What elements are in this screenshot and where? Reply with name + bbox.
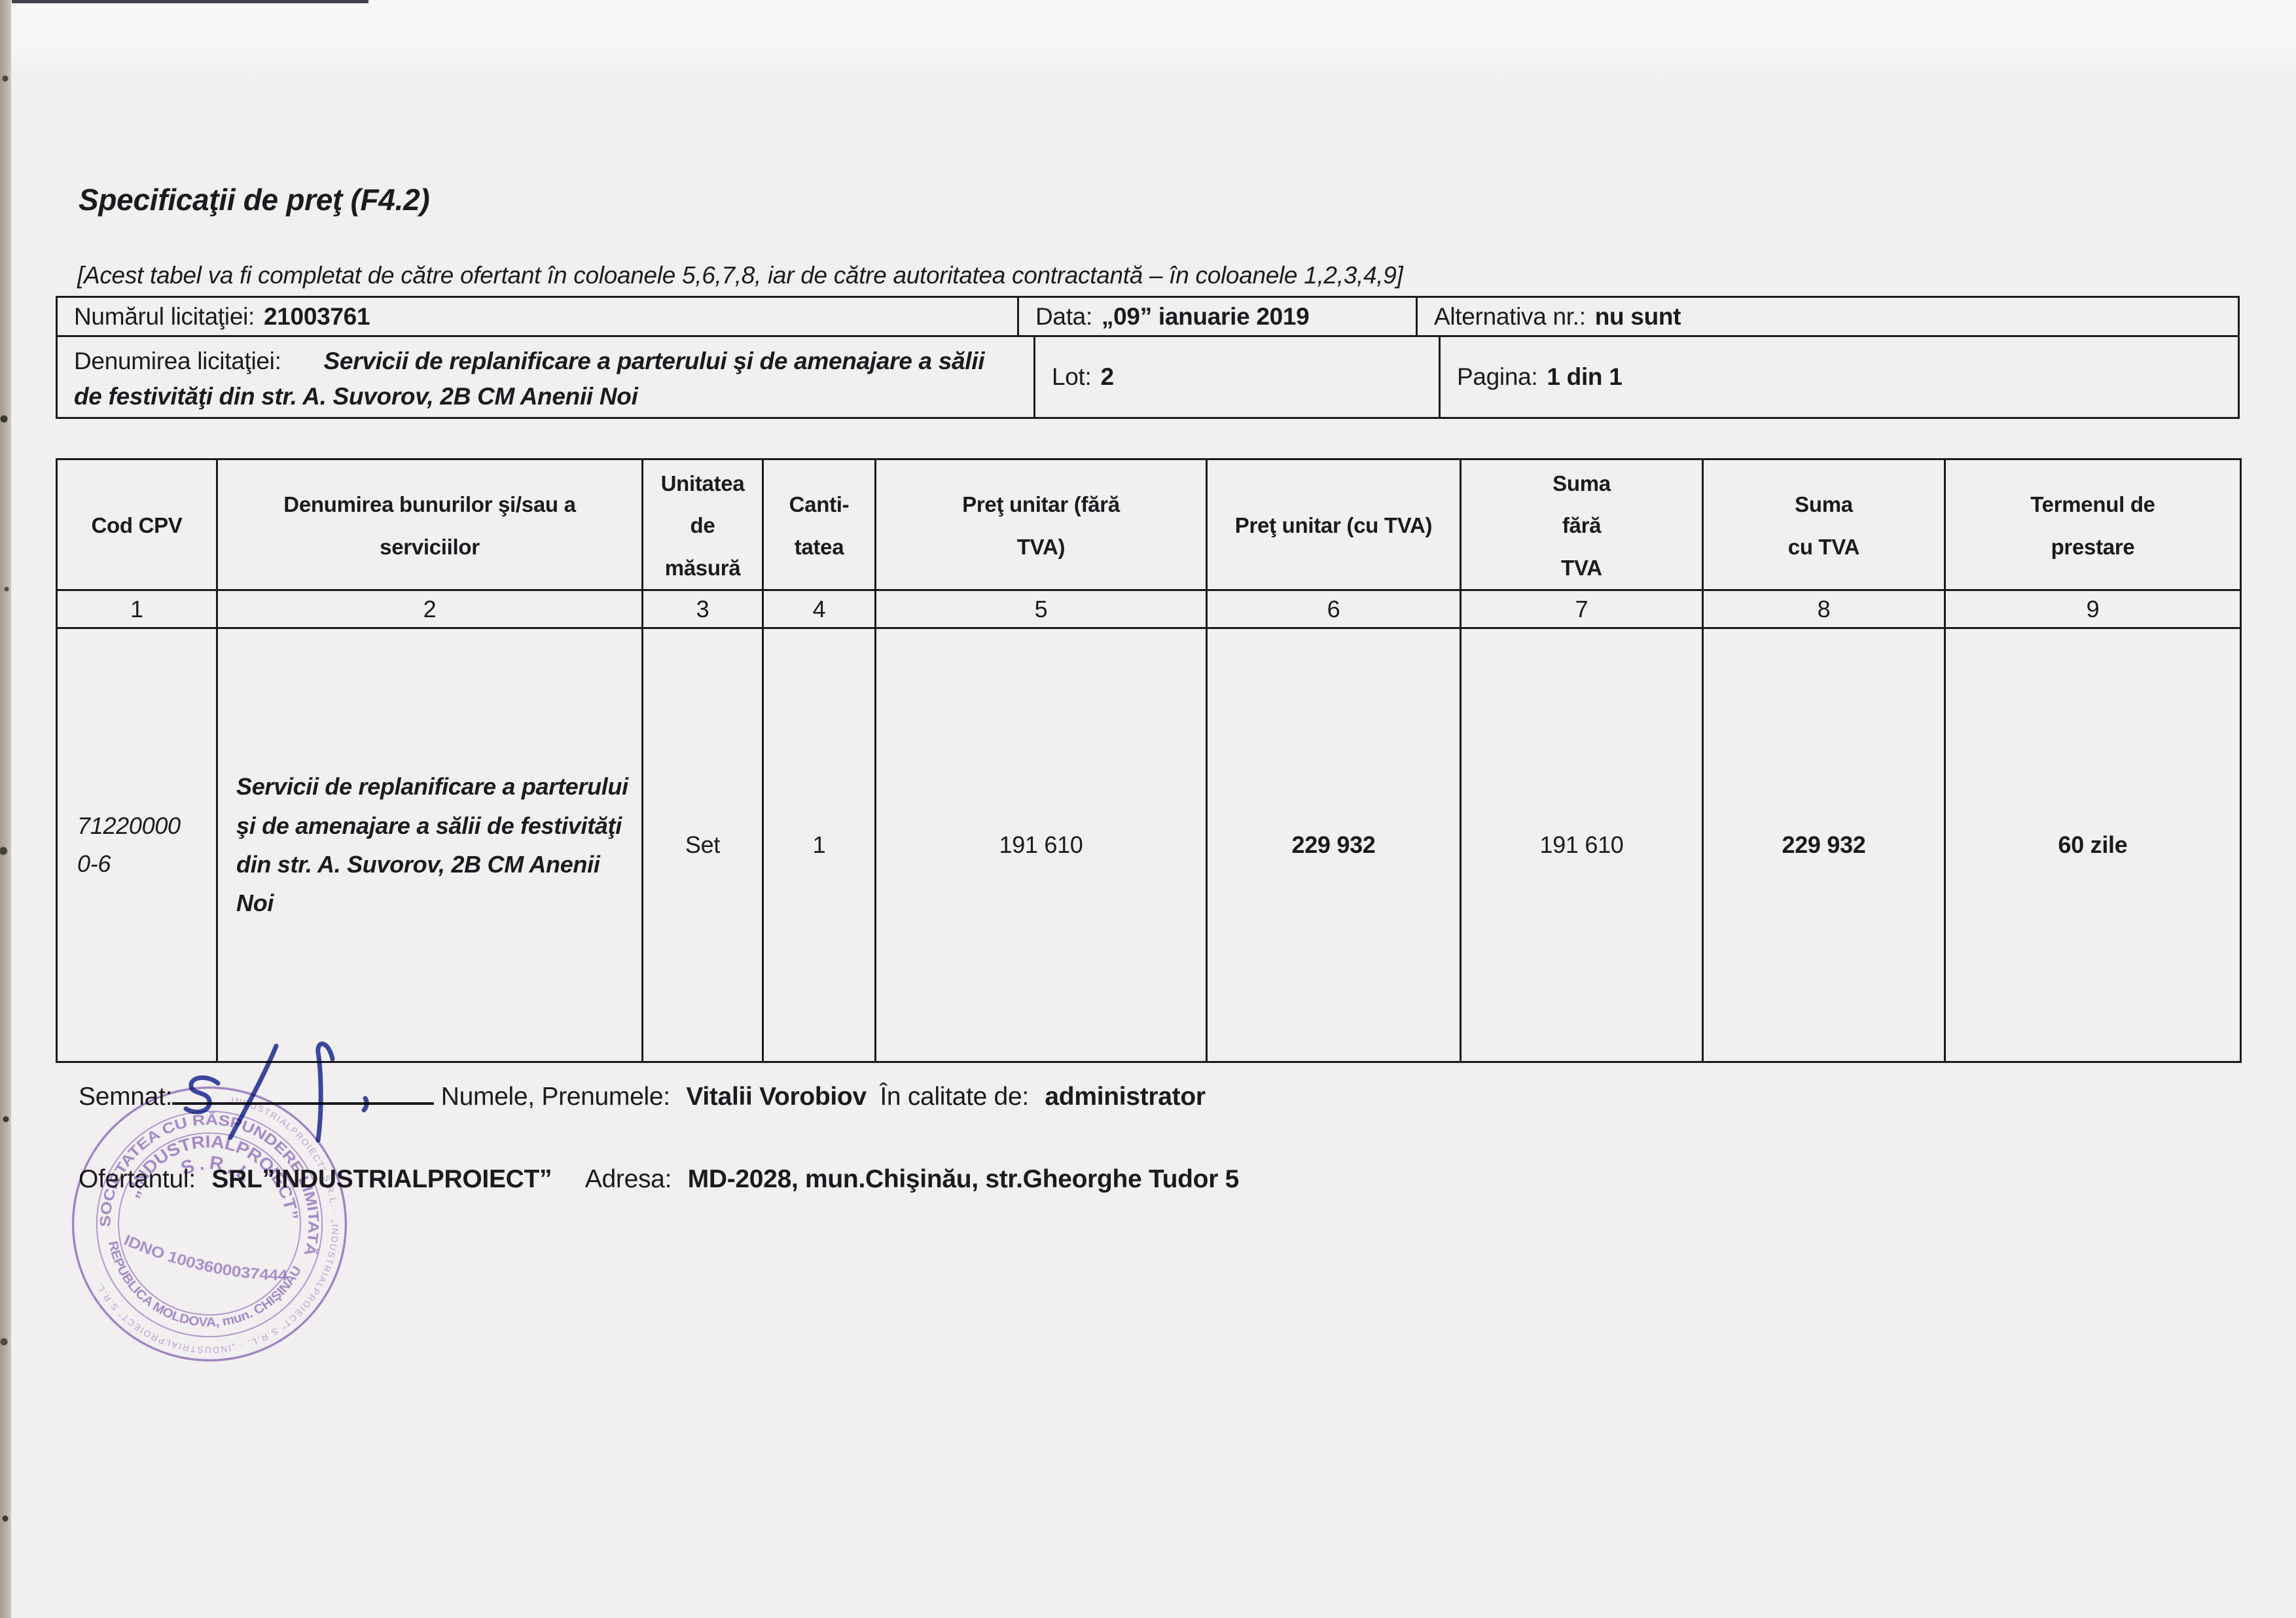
tender-name-label: Denumirea licitaţiei: bbox=[74, 348, 281, 374]
signature-stroke-loop bbox=[183, 1075, 221, 1115]
company-stamp: „INDUSTRIALPROIECT” S.R.L. · „INDUSTRIAL… bbox=[71, 1079, 357, 1372]
address-value: MD-2028, mun.Chişinău, str.Gheorghe Tudo… bbox=[687, 1165, 1240, 1193]
name-value: Vitalii Vorobiov bbox=[686, 1083, 867, 1111]
page-number-label: Pagina: bbox=[1457, 363, 1538, 390]
col-num-4: 4 bbox=[762, 589, 876, 630]
page-number-cell: Pagina: 1 din 1 bbox=[1439, 337, 2242, 417]
total-no-vat-cell: 191 610 bbox=[1460, 627, 1704, 1064]
col-num-3: 3 bbox=[641, 589, 764, 630]
cpv-code-cell: 712200000-6 bbox=[56, 627, 218, 1064]
table-data-row: 712200000-6 Servicii de replanificare a … bbox=[56, 627, 2242, 1064]
col-num-5: 5 bbox=[874, 589, 1208, 630]
total-vat-cell: 229 932 bbox=[1702, 627, 1946, 1064]
tender-info-table: Numărul licitaţiei: 21003761 Data: „09” … bbox=[56, 296, 2240, 419]
tender-name-cell: Denumirea licitaţiei: Servicii de replan… bbox=[58, 337, 1033, 417]
unit-price-no-vat-cell: 191 610 bbox=[874, 627, 1208, 1064]
tender-number-cell: Numărul licitaţiei: 21003761 bbox=[58, 298, 1017, 335]
offeror-value: SRL”INDUSTRIALPROIECT” bbox=[211, 1165, 552, 1193]
header-cod-cpv: Cod CPV bbox=[56, 458, 218, 592]
capacity-label: În calitate de: bbox=[880, 1083, 1029, 1111]
scanner-edge-strip bbox=[0, 0, 11, 1618]
signature-line: Semnat: Numele, Prenumele: Vitalii Vorob… bbox=[79, 1080, 1206, 1115]
offeror-line: Ofertantul: SRL”INDUSTRIALPROIECT” Adres… bbox=[79, 1165, 1239, 1194]
unit-price-vat-cell: 229 932 bbox=[1206, 627, 1462, 1064]
header-pret-fara-tva: Preţ unitar (fără TVA) bbox=[874, 458, 1208, 592]
signature-stroke-dot bbox=[361, 1096, 369, 1113]
col-num-1: 1 bbox=[56, 589, 218, 630]
stamp-idno-text: IDNO 1003600037444 bbox=[119, 1231, 291, 1287]
lot-label: Lot: bbox=[1052, 363, 1092, 390]
date-cell: Data: „09” ianuarie 2019 bbox=[1017, 298, 1416, 335]
page-number-value: 1 din 1 bbox=[1547, 363, 1623, 390]
signed-label: Semnat: bbox=[79, 1083, 173, 1111]
header-suma-fara-tva: Suma fără TVA bbox=[1460, 458, 1704, 592]
header-cantitate: Canti- tatea bbox=[762, 458, 876, 592]
header-termen: Termenul de prestare bbox=[1944, 458, 2242, 592]
scanner-top-edge-line bbox=[12, 0, 368, 3]
capacity-value: administrator bbox=[1045, 1083, 1206, 1111]
col-num-8: 8 bbox=[1702, 589, 1946, 630]
service-description-cell: Servicii de replanificare a parterului ş… bbox=[216, 627, 643, 1064]
col-num-2: 2 bbox=[216, 589, 643, 630]
lot-value: 2 bbox=[1100, 363, 1115, 390]
price-specification-table: Cod CPV Denumirea bunurilor şi/sau a ser… bbox=[56, 458, 2242, 1064]
quantity-cell: 1 bbox=[762, 627, 876, 1064]
table-header-row: Cod CPV Denumirea bunurilor şi/sau a ser… bbox=[56, 458, 2242, 592]
alternative-value: nu sunt bbox=[1594, 302, 1681, 330]
header-suma-cu-tva: Suma cu TVA bbox=[1702, 458, 1946, 592]
column-number-row: 1 2 3 4 5 6 7 8 9 bbox=[56, 589, 2242, 630]
col-num-7: 7 bbox=[1460, 589, 1704, 630]
info-row-1: Numărul licitaţiei: 21003761 Data: „09” … bbox=[58, 298, 2238, 335]
page-title: Specificaţii de preţ (F4.2) bbox=[79, 183, 430, 217]
col-num-9: 9 bbox=[1944, 589, 2242, 630]
tender-number-label: Numărul licitaţiei: bbox=[74, 302, 255, 330]
address-label: Adresa: bbox=[584, 1165, 672, 1193]
alternative-cell: Alternativa nr.: nu sunt bbox=[1416, 298, 2242, 335]
header-pret-cu-tva: Preţ unitar (cu TVA) bbox=[1206, 458, 1462, 592]
unit-cell: Set bbox=[641, 627, 764, 1064]
signature-stroke-slash bbox=[228, 1043, 279, 1140]
date-value: „09” ianuarie 2019 bbox=[1101, 302, 1310, 330]
alternative-label: Alternativa nr.: bbox=[1434, 302, 1586, 330]
name-label: Numele, Prenumele: bbox=[440, 1083, 670, 1111]
lot-cell: Lot: 2 bbox=[1033, 337, 1439, 417]
tender-name-value: Servicii de replanificare a parterului ş… bbox=[74, 348, 985, 410]
info-row-2: Denumirea licitaţiei: Servicii de replan… bbox=[58, 335, 2238, 417]
delivery-term-cell: 60 zile bbox=[1944, 627, 2242, 1064]
signature-underline bbox=[172, 1102, 435, 1105]
header-denumire: Denumirea bunurilor şi/sau a serviciilor bbox=[216, 458, 643, 592]
handwritten-signature bbox=[183, 1041, 369, 1143]
instruction-note: [Acest tabel va fi completat de către of… bbox=[77, 262, 1403, 289]
tender-number-value: 21003761 bbox=[264, 302, 370, 330]
date-label: Data: bbox=[1035, 302, 1092, 330]
col-num-6: 6 bbox=[1206, 589, 1462, 630]
header-unitate: Unitatea de măsură bbox=[641, 458, 764, 592]
signature-stroke-tall bbox=[315, 1041, 335, 1143]
